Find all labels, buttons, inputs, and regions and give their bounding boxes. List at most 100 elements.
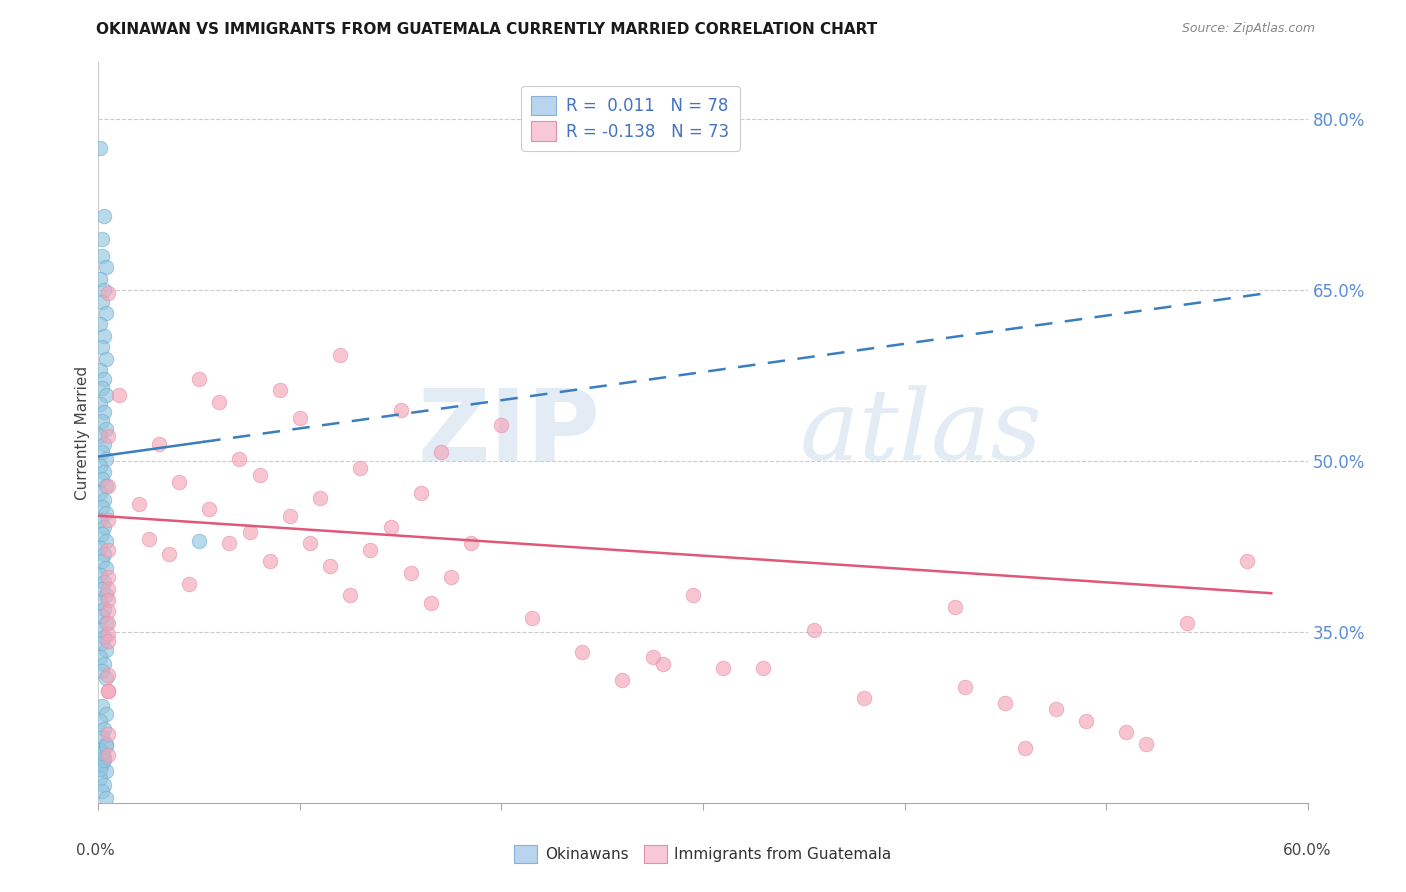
Point: [91, 757, 114, 772]
Point: [641, 650, 664, 665]
Point: [803, 623, 825, 637]
Point: [97, 615, 120, 630]
Point: [93, 283, 115, 297]
Point: [148, 437, 170, 451]
Point: [89, 762, 111, 776]
Point: [96, 451, 118, 466]
Point: [93, 520, 115, 534]
Point: [97, 285, 120, 300]
Point: [91, 730, 114, 744]
Point: [157, 548, 180, 562]
Point: [91, 784, 114, 798]
Point: [89, 318, 111, 332]
Point: [389, 402, 412, 417]
Point: [399, 566, 422, 580]
Point: [89, 458, 111, 473]
Point: [943, 599, 966, 614]
Point: [89, 714, 111, 728]
Point: [91, 609, 114, 624]
Point: [91, 636, 114, 650]
Point: [107, 388, 129, 402]
Point: [91, 249, 114, 263]
Point: [89, 363, 111, 377]
Point: [97, 747, 120, 762]
Point: [93, 209, 115, 223]
Point: [97, 543, 120, 558]
Point: [269, 384, 291, 398]
Point: [460, 536, 482, 550]
Point: [97, 429, 120, 443]
Point: [380, 520, 402, 534]
Point: [96, 561, 118, 575]
Point: [1074, 714, 1097, 728]
Point: [278, 508, 301, 523]
Text: 60.0%: 60.0%: [1284, 843, 1331, 858]
Point: [91, 554, 114, 568]
Point: [93, 630, 115, 644]
Point: [97, 727, 120, 741]
Point: [97, 668, 120, 682]
Point: [349, 461, 371, 475]
Point: [93, 492, 115, 507]
Point: [93, 778, 115, 792]
Point: [96, 589, 118, 603]
Point: [89, 595, 111, 609]
Point: [96, 507, 118, 521]
Point: [91, 582, 114, 596]
Point: [89, 568, 111, 582]
Point: [91, 414, 114, 428]
Point: [571, 645, 593, 659]
Point: [96, 260, 118, 275]
Point: [1135, 737, 1157, 751]
Point: [96, 388, 118, 402]
Point: [96, 739, 118, 753]
Point: [93, 437, 115, 451]
Point: [309, 491, 332, 505]
Point: [329, 348, 352, 362]
Point: [96, 643, 118, 657]
Point: [97, 513, 120, 527]
Point: [89, 141, 111, 155]
Y-axis label: Currently Married: Currently Married: [75, 366, 90, 500]
Point: [93, 750, 115, 764]
Point: [93, 722, 115, 736]
Point: [96, 422, 118, 436]
Point: [89, 650, 111, 665]
Point: [91, 381, 114, 395]
Point: [91, 664, 114, 678]
Point: [953, 680, 976, 694]
Point: [93, 657, 115, 671]
Point: [96, 533, 118, 548]
Point: [259, 554, 281, 568]
Point: [91, 500, 114, 514]
Point: [96, 479, 118, 493]
Point: [93, 328, 115, 343]
Point: [89, 743, 111, 757]
Point: [97, 627, 120, 641]
Point: [682, 589, 704, 603]
Legend: Okinawans, Immigrants from Guatemala: Okinawans, Immigrants from Guatemala: [508, 839, 898, 869]
Point: [138, 532, 160, 546]
Point: [96, 791, 118, 805]
Point: [91, 340, 114, 354]
Point: [319, 558, 342, 573]
Point: [239, 524, 262, 539]
Point: [91, 472, 114, 486]
Point: [89, 513, 111, 527]
Point: [96, 671, 118, 685]
Point: [491, 417, 513, 432]
Point: [520, 611, 543, 625]
Point: [1115, 725, 1137, 739]
Point: [89, 541, 111, 555]
Text: 0.0%: 0.0%: [76, 843, 115, 858]
Point: [96, 706, 118, 721]
Point: [89, 486, 111, 500]
Point: [430, 445, 453, 459]
Point: [249, 467, 271, 482]
Point: [97, 582, 120, 596]
Point: [198, 502, 221, 516]
Point: [97, 684, 120, 698]
Point: [97, 604, 120, 618]
Point: [97, 634, 120, 648]
Point: [93, 466, 115, 480]
